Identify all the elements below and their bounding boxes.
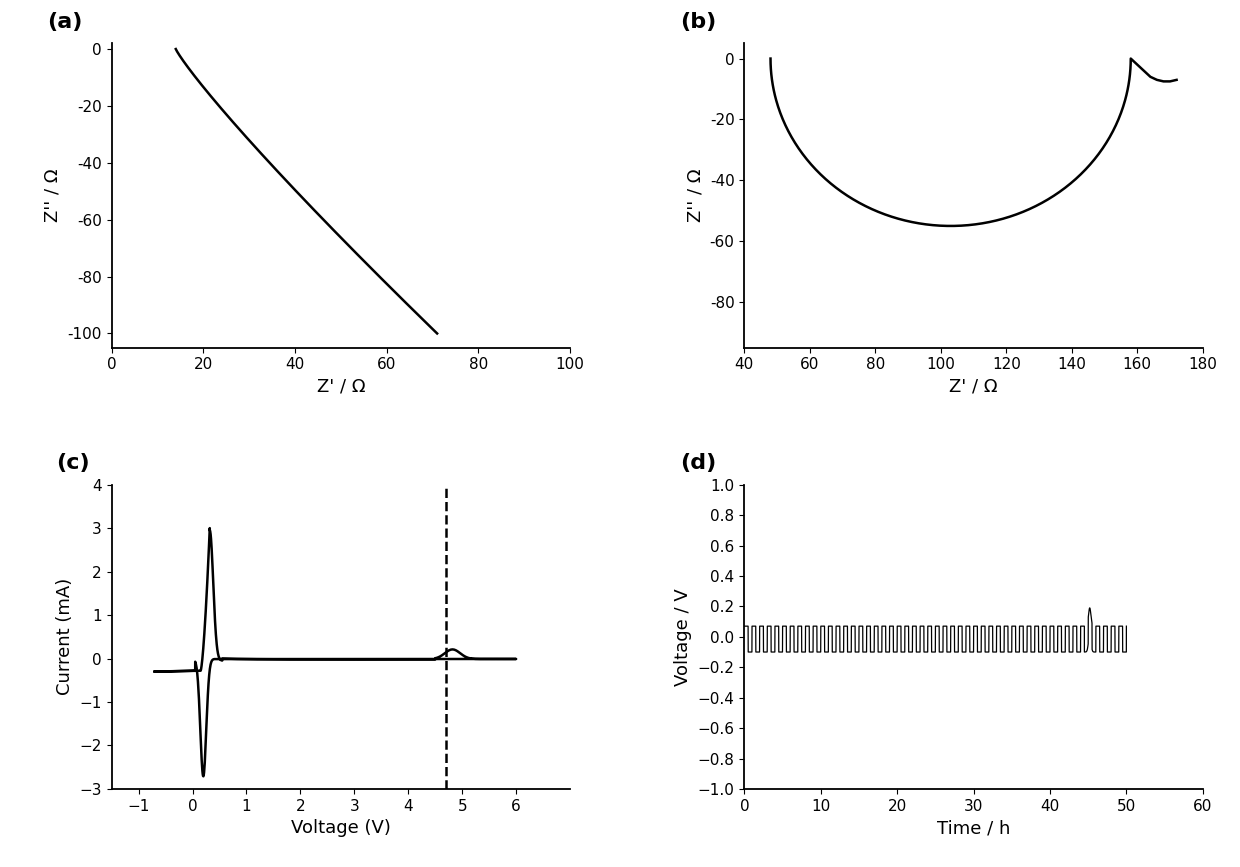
Text: (a): (a) [47,12,83,32]
X-axis label: Time / h: Time / h [937,819,1011,838]
Text: (b): (b) [680,12,717,32]
Y-axis label: Current (mA): Current (mA) [56,578,74,695]
X-axis label: Voltage (V): Voltage (V) [291,819,391,838]
X-axis label: Z' / Ω: Z' / Ω [316,378,365,396]
X-axis label: Z' / Ω: Z' / Ω [950,378,998,396]
Text: (d): (d) [680,453,717,473]
Y-axis label: Voltage / V: Voltage / V [675,588,692,686]
Text: (c): (c) [57,453,91,473]
Y-axis label: Z'' / Ω: Z'' / Ω [43,169,62,222]
Y-axis label: Z'' / Ω: Z'' / Ω [686,169,704,222]
